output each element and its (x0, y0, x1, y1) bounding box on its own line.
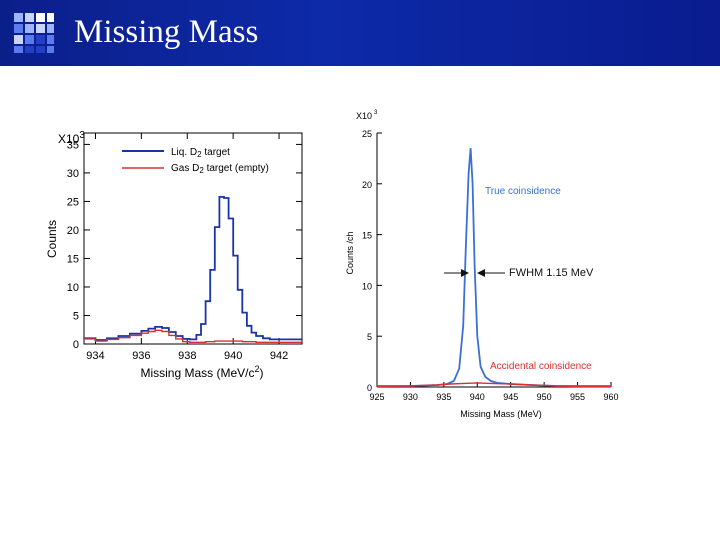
y-axis-label: Counts /ch (345, 231, 355, 274)
legend-label-gas-d2: Gas D2 target (empty) (171, 163, 269, 175)
x-tick-label: 950 (537, 392, 552, 402)
y-multiplier-exp: 3 (79, 130, 85, 141)
y-tick-label: 10 (362, 281, 372, 291)
series-group (84, 196, 302, 343)
y-multiplier-exp: 3 (374, 110, 378, 116)
chart-true-vs-accidental-coincidence: 0 5 10 15 20 25 925 930 935 940 945 950 955 960 X10 3… (345, 110, 619, 419)
legend-liq-part3: target (202, 147, 231, 158)
fwhm-arrowhead-right (477, 269, 485, 277)
y-tick-label: 5 (73, 310, 79, 322)
x-axis-label: Missing Mass (MeV) (460, 409, 542, 419)
y-tick-label: 15 (67, 253, 79, 265)
x-axis-label-sup: 2 (255, 364, 260, 374)
y-tick-label: 20 (67, 225, 79, 237)
y-tick-label: 0 (73, 339, 79, 351)
annotation-accidental-coincidence: Accidental coinsidence (490, 361, 592, 372)
x-ticks: 925 930 935 940 945 950 955 960 (369, 382, 619, 402)
legend-liq-part2: 2 (197, 150, 202, 159)
x-tick-label: 930 (403, 392, 418, 402)
y-tick-label: 35 (67, 139, 79, 151)
legend-liq-part1: Liq. D (171, 147, 197, 158)
x-tick-label: 934 (86, 350, 104, 362)
y-tick-label: 5 (367, 332, 372, 342)
legend-label-liq-d2: Liq. D2 target (171, 147, 230, 159)
legend-gas-part1: Gas D (171, 163, 199, 174)
x-tick-label: 945 (503, 392, 518, 402)
y-multiplier-base: X10 (58, 132, 80, 146)
y-multiplier: X103 (58, 130, 85, 146)
y-tick-label: 0 (367, 383, 372, 393)
y-ticks: 0 5 10 15 20 25 (362, 129, 382, 393)
slide-title: Missing Mass (74, 14, 259, 50)
x-tick-label: 935 (436, 392, 451, 402)
y-ticks: 0 5 10 15 20 25 30 35 (67, 139, 302, 351)
y-tick-label: 10 (67, 282, 79, 294)
x-tick-label: 938 (178, 350, 196, 362)
x-tick-label: 940 (470, 392, 485, 402)
x-tick-label: 955 (570, 392, 585, 402)
x-tick-label: 942 (270, 350, 288, 362)
x-axis-label-close: ) (260, 366, 264, 380)
title-bar: Missing Mass (0, 0, 720, 66)
series-group (376, 148, 611, 388)
y-axis-label: Counts (45, 220, 59, 258)
legend-gas-part3: target (empty) (204, 163, 269, 174)
fwhm-arrowhead-left (461, 269, 469, 277)
x-tick-label: 960 (603, 392, 618, 402)
series-line-gas-d2-target-empty (84, 329, 302, 343)
series-line-liq-d2-target (84, 196, 302, 341)
y-tick-label: 15 (362, 231, 372, 241)
y-tick-label: 20 (362, 180, 372, 190)
annotation-fwhm: FWHM 1.15 MeV (509, 267, 594, 279)
grid-logo-icon (14, 13, 54, 53)
x-ticks: 934 936 938 940 942 (86, 133, 288, 362)
y-tick-label: 30 (67, 168, 79, 180)
plot-frame (83, 132, 303, 345)
y-tick-label: 25 (362, 129, 372, 139)
y-tick-label: 25 (67, 196, 79, 208)
x-tick-label: 936 (132, 350, 150, 362)
annotation-true-coincidence: True coinsidence (485, 186, 561, 197)
x-axis-label-main: Missing Mass (MeV/c (140, 366, 254, 380)
fwhm-arrows (444, 269, 505, 277)
x-axis-label: Missing Mass (MeV/c2) (140, 364, 263, 380)
x-tick-label: 925 (369, 392, 384, 402)
series-line-accidental-coinsidence (376, 382, 611, 388)
chart-liquid-vs-gas-target: 0 5 10 15 20 25 30 35 934 936 938 940 942 X103 Coun… (45, 130, 303, 380)
legend: Liq. D2 target Gas D2 target (empty) (122, 147, 269, 175)
legend-gas-part2: 2 (199, 166, 204, 175)
x-tick-label: 940 (224, 350, 242, 362)
y-multiplier-base: X10 (356, 111, 372, 121)
